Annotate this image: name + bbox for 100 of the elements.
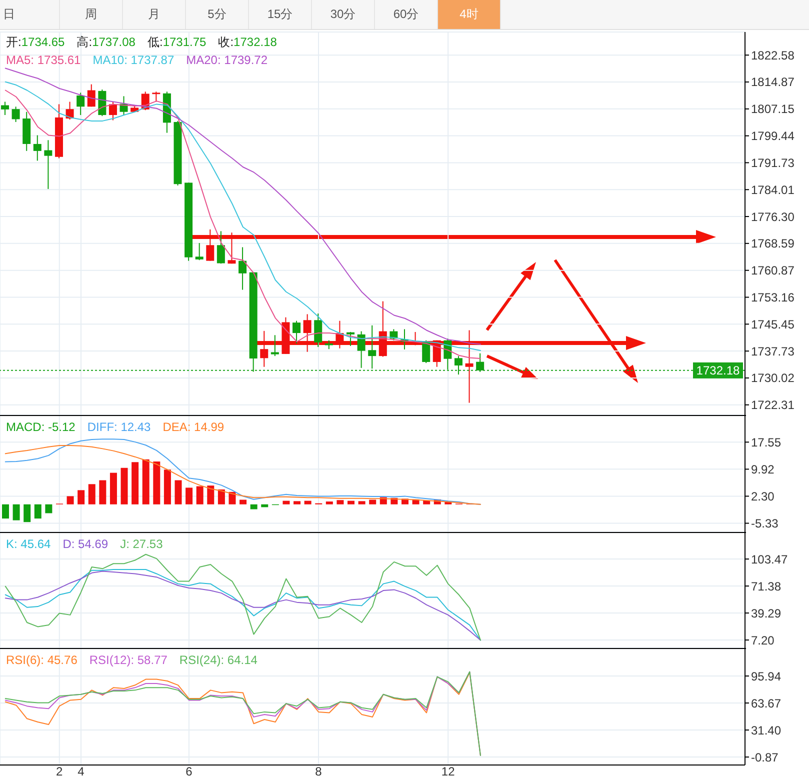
text: 月 (123, 0, 186, 29)
y-tick-label: 1814.87 (751, 75, 795, 90)
bar (142, 459, 150, 504)
y-tick-label: 17.55 (751, 435, 782, 450)
text: 4时 (438, 0, 501, 29)
text: 周 (60, 0, 123, 29)
candlestick (238, 246, 247, 290)
y-tick-label: 63.67 (751, 696, 782, 710)
candlestick (1, 101, 9, 116)
candlestick (195, 242, 204, 261)
y-tick-label: 2.30 (751, 489, 775, 504)
candlestick (228, 232, 236, 264)
bar (186, 488, 193, 504)
y-tick-label: 71.38 (751, 579, 782, 594)
text: MACD: -5.12 (6, 419, 76, 436)
y-tick-label: 95.94 (751, 669, 782, 684)
annotation: 高:1737.08 (76, 35, 136, 49)
y-tick-label: 1722.31 (751, 398, 795, 412)
y-tick-label: 1768.59 (751, 236, 795, 251)
candlestick (33, 134, 42, 162)
candlestick (260, 330, 268, 368)
text: 30分 (312, 0, 375, 29)
y-tick-label: 1745.45 (751, 317, 795, 332)
bar (34, 504, 42, 519)
text: K: 45.64 (6, 536, 51, 553)
candlestick (66, 101, 74, 120)
bar (336, 500, 344, 504)
candlestick (270, 334, 279, 357)
text: RSI(6): 45.76 (6, 652, 78, 669)
candlestick (12, 106, 20, 122)
text: 日 (0, 0, 60, 29)
candlestick (108, 101, 117, 121)
candlestick (432, 340, 441, 368)
annotation: 低:1731.75 (147, 35, 206, 49)
bar (66, 496, 74, 504)
candlestick (314, 312, 322, 348)
y-tick-label: 1791.73 (751, 156, 795, 170)
bar (2, 504, 9, 519)
x-tick-label: 12 (441, 764, 456, 779)
bar (304, 500, 312, 504)
ref-line-label: 1732.18 (696, 363, 740, 378)
bar (250, 504, 258, 510)
y-tick-label: 1730.02 (751, 371, 795, 386)
bar (218, 489, 225, 504)
bar (369, 500, 376, 504)
candlestick (465, 330, 474, 404)
x-tick-label: 4 (78, 764, 85, 779)
series-label: DIFF: 12.43 (87, 419, 151, 436)
line-series (4, 554, 481, 641)
y-tick-label: 1807.15 (751, 102, 795, 116)
y-tick-label: 1776.30 (751, 210, 795, 224)
y-tick-label: -5.33 (751, 516, 779, 531)
bar (282, 500, 290, 504)
bar (12, 504, 20, 520)
series-label: RSI(12): 58.77 (89, 652, 168, 669)
bar (153, 461, 160, 504)
bar (110, 472, 117, 504)
candlestick (76, 92, 85, 116)
bar (348, 500, 355, 504)
bar (88, 484, 96, 504)
series-label: D: 54.69 (62, 536, 108, 553)
y-tick-label: 103.47 (751, 552, 788, 566)
y-tick-label: 1822.58 (751, 48, 795, 62)
candlestick (357, 330, 366, 368)
y-tick-label: 1760.87 (751, 264, 795, 278)
x-tick-label: 2 (56, 764, 64, 779)
candlestick (346, 331, 355, 346)
bar (45, 504, 52, 514)
bar (326, 502, 333, 504)
text: 5分 (186, 0, 249, 29)
text: MA20: 1739.72 (186, 52, 268, 69)
y-tick-label: 1753.16 (751, 290, 795, 304)
bar (358, 501, 366, 504)
series-label: J: 27.53 (120, 536, 163, 553)
bar (207, 486, 214, 504)
annotation: 收:1732.18 (218, 35, 277, 49)
bar (294, 501, 301, 504)
annotation: 开:1734.65 (6, 35, 65, 49)
series-label: MA5: 1735.61 (6, 52, 81, 69)
x-tick-label: 8 (315, 764, 322, 779)
candlestick (292, 320, 301, 344)
candlestick (303, 314, 312, 352)
bar (132, 462, 139, 504)
text: MA10: 1737.87 (92, 52, 174, 69)
y-tick-label: 31.40 (751, 723, 782, 738)
y-tick-label: 9.92 (751, 462, 775, 476)
bar (228, 492, 236, 504)
x-tick-label: 6 (186, 764, 193, 779)
y-tick-label: 1799.44 (751, 129, 795, 144)
bar (240, 500, 247, 504)
text: DEA: 14.99 (162, 419, 224, 436)
y-tick-label: 39.29 (751, 606, 782, 620)
series-label: RSI(24): 64.14 (179, 652, 258, 669)
candlestick (422, 340, 430, 364)
y-tick-label: 1784.01 (751, 182, 795, 197)
bar (24, 504, 31, 522)
y-tick-label: 7.20 (751, 633, 775, 648)
bar (78, 490, 85, 504)
bar (174, 480, 182, 504)
candlestick (152, 91, 160, 102)
